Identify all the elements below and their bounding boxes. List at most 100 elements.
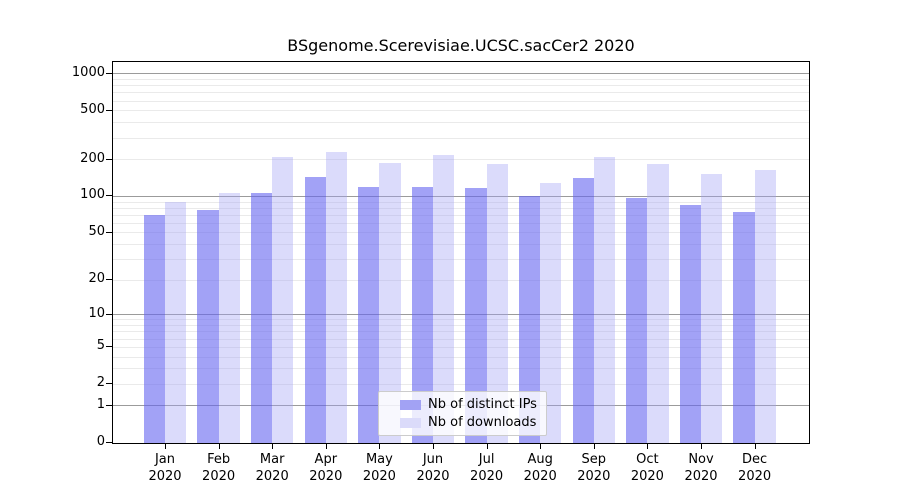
gridline-major-10: [113, 314, 809, 316]
x-tick-label-sep: Sep 2020: [577, 452, 611, 484]
y-tick-mark-20: [106, 279, 113, 281]
gridline-minor-70: [113, 214, 809, 216]
bar-distinct-ips-aug: [518, 196, 541, 443]
bar-distinct-ips-jan: [143, 215, 165, 443]
y-tick-label-20: 20: [88, 271, 105, 287]
gridline-minor-500: [113, 110, 809, 112]
y-tick-mark-0: [106, 442, 113, 443]
bar-downloads-may: [379, 162, 401, 443]
gridline-minor-7: [113, 331, 809, 333]
x-tick-label-dec: Dec 2020: [738, 452, 772, 484]
x-tick-mark-aug: [540, 443, 542, 449]
gridline-minor-900: [113, 79, 809, 81]
bar-downloads-sep: [593, 156, 616, 443]
legend-swatch-downloads: [400, 417, 421, 428]
bar-downloads-mar: [272, 157, 294, 443]
x-tick-label-nov: Nov 2020: [684, 452, 718, 484]
bar-downloads-jan: [165, 202, 187, 443]
x-tick-mark-feb: [218, 443, 220, 449]
y-tick-mark-50: [106, 231, 113, 233]
bar-downloads-jul: [486, 164, 508, 443]
x-tick-label-jul: Jul 2020: [470, 452, 504, 484]
x-tick-label-may: May 2020: [362, 452, 396, 484]
y-tick-label-50: 50: [88, 223, 105, 239]
gridline-minor-400: [113, 122, 809, 124]
bar-distinct-ips-jul: [465, 187, 487, 443]
gridline-minor-90: [113, 201, 809, 203]
gridline-minor-200: [113, 159, 809, 161]
y-tick-mark-10: [106, 313, 113, 315]
y-tick-mark-500: [106, 109, 113, 111]
gridline-minor-40: [113, 244, 809, 246]
bar-downloads-jun: [433, 155, 455, 443]
gridline-minor-300: [113, 137, 809, 139]
bar-distinct-ips-oct: [626, 198, 648, 443]
chart-title: BSgenome.Scerevisiae.UCSC.sacCer2 2020: [287, 36, 635, 55]
y-tick-label-200: 200: [80, 150, 105, 166]
y-tick-label-500: 500: [80, 101, 105, 117]
gridline-minor-2: [113, 383, 809, 385]
x-tick-mark-mar: [272, 443, 274, 449]
gridline-minor-20: [113, 279, 809, 281]
x-tick-mark-apr: [325, 443, 327, 449]
gridline-major-1000: [113, 73, 809, 75]
x-tick-label-jan: Jan 2020: [148, 452, 182, 484]
legend-label-distinct-ips: Nb of distinct IPs: [428, 397, 537, 412]
x-tick-label-feb: Feb 2020: [202, 452, 236, 484]
bar-distinct-ips-dec: [733, 211, 755, 443]
bar-downloads-dec: [754, 169, 776, 443]
gridline-minor-600: [113, 100, 809, 102]
y-tick-mark-1000: [106, 72, 113, 74]
bar-distinct-ips-apr: [304, 176, 326, 443]
y-tick-label-1: 1: [96, 396, 105, 412]
gridline-minor-5: [113, 346, 809, 348]
x-tick-mark-dec: [754, 443, 756, 449]
legend-item-downloads: Nb of downloads: [400, 415, 537, 430]
gridline-minor-60: [113, 222, 809, 224]
legend-label-downloads: Nb of downloads: [428, 415, 537, 430]
y-tick-mark-200: [106, 158, 113, 160]
legend-swatch-distinct-ips: [400, 399, 421, 410]
bar-downloads-aug: [540, 182, 562, 443]
bar-distinct-ips-may: [358, 186, 380, 443]
x-tick-mark-jun: [433, 443, 434, 449]
y-tick-label-100: 100: [80, 187, 105, 203]
gridline-minor-3: [113, 368, 809, 370]
x-tick-label-mar: Mar 2020: [255, 452, 289, 484]
x-tick-label-jun: Jun 2020: [416, 452, 450, 484]
gridline-minor-50: [113, 232, 809, 234]
legend-item-distinct-ips: Nb of distinct IPs: [400, 397, 537, 412]
gridline-minor-80: [113, 207, 809, 209]
y-tick-label-1000: 1000: [71, 64, 105, 80]
gridline-minor-9: [113, 319, 809, 321]
bar-downloads-feb: [218, 192, 240, 443]
bar-distinct-ips-jun: [411, 187, 433, 443]
gridline-minor-800: [113, 85, 809, 87]
y-tick-label-0: 0: [96, 434, 105, 449]
x-tick-mark-may: [379, 443, 381, 449]
x-tick-mark-oct: [647, 443, 649, 449]
y-tick-label-5: 5: [96, 338, 105, 354]
y-tick-mark-1: [106, 404, 113, 406]
gridline-minor-30: [113, 259, 809, 261]
bar-distinct-ips-sep: [572, 177, 594, 443]
y-tick-mark-5: [106, 346, 113, 348]
bar-downloads-nov: [701, 174, 723, 443]
bar-distinct-ips-nov: [679, 205, 701, 443]
gridline-minor-8: [113, 325, 809, 327]
x-tick-label-aug: Aug 2020: [523, 452, 557, 484]
gridline-minor-700: [113, 92, 809, 94]
bar-distinct-ips-feb: [197, 210, 219, 443]
gridline-minor-6: [113, 338, 809, 340]
bar-downloads-apr: [325, 152, 348, 443]
gridline-minor-4: [113, 356, 809, 358]
x-tick-mark-nov: [701, 443, 702, 449]
y-tick-mark-2: [106, 383, 113, 385]
plot-area: Nb of distinct IPs Nb of downloads: [112, 61, 810, 444]
x-tick-mark-sep: [593, 443, 595, 449]
legend: Nb of distinct IPs Nb of downloads: [378, 391, 547, 436]
y-tick-mark-100: [106, 195, 113, 197]
gridline-major-100: [113, 195, 809, 197]
y-tick-label-2: 2: [96, 375, 105, 391]
